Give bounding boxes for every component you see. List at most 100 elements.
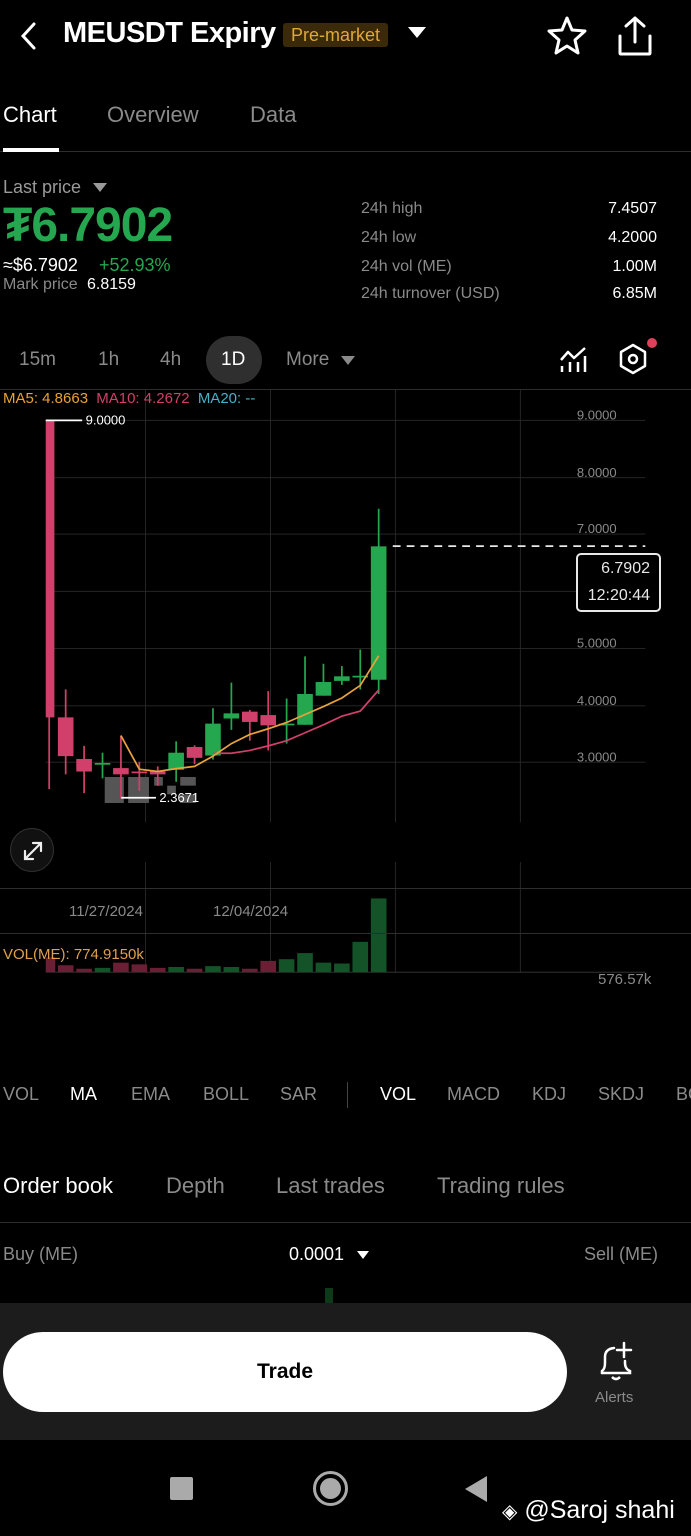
interval-bar: 15m 1h 4h 1D More xyxy=(0,336,691,386)
stat-24h-vol-label: 24h vol (ME) xyxy=(361,258,452,275)
ma20-value: MA20: -- xyxy=(197,390,256,407)
step-caret-icon[interactable] xyxy=(357,1251,369,1259)
stat-24h-vol-value: 1.00M xyxy=(612,258,657,275)
interval-1h[interactable]: 1h xyxy=(98,349,120,370)
volume-bar xyxy=(260,960,277,973)
alerts-label[interactable]: Alerts xyxy=(595,1389,634,1406)
notification-dot xyxy=(647,338,657,348)
volume-bar xyxy=(241,968,258,973)
volume-bar xyxy=(334,963,350,973)
back-icon[interactable] xyxy=(14,18,44,54)
dropdown-caret-icon[interactable] xyxy=(408,27,426,38)
indicator-sub-boll[interactable]: BOLL xyxy=(676,1084,691,1104)
stat-24h-turnover-value: 6.85M xyxy=(612,285,657,302)
orderbook-header: Buy (ME) 0.0001 Sell (ME) xyxy=(0,1240,691,1270)
home-icon[interactable] xyxy=(313,1471,348,1506)
candle-body xyxy=(370,546,387,680)
expand-chart-button[interactable] xyxy=(10,828,54,872)
interval-more[interactable]: More xyxy=(286,349,330,370)
nav-back-icon[interactable] xyxy=(465,1476,487,1502)
date-label: 11/27/2024 xyxy=(69,903,143,920)
volume-bar xyxy=(297,953,313,973)
volume-bar xyxy=(94,967,111,973)
volume-bar xyxy=(352,941,369,973)
indicator-main-vol[interactable]: VOL xyxy=(3,1084,40,1104)
price-change-percent: +52.93% xyxy=(99,255,171,275)
sell-column-label: Sell (ME) xyxy=(583,1244,658,1264)
page-title[interactable]: MEUSDT Expiry xyxy=(63,17,276,49)
share-icon[interactable] xyxy=(614,14,656,58)
candle-body xyxy=(45,420,55,718)
low-marker: 2.3671 xyxy=(121,790,199,805)
tab-trading-rules[interactable]: Trading rules xyxy=(437,1173,565,1198)
candle-body xyxy=(94,762,111,765)
volume-bar xyxy=(186,968,203,973)
volume-bars xyxy=(45,898,387,973)
stat-24h-low-label: 24h low xyxy=(361,229,417,246)
tab-last-trades[interactable]: Last trades xyxy=(276,1173,385,1198)
price-step-select[interactable]: 0.0001 xyxy=(289,1244,345,1264)
svg-text:8.0000: 8.0000 xyxy=(577,465,617,480)
candle-body xyxy=(223,713,240,719)
stat-24h-turnover-label: 24h turnover (USD) xyxy=(361,285,500,302)
indicator-main-sar[interactable]: SAR xyxy=(280,1084,318,1104)
indicator-main-ma[interactable]: MA xyxy=(70,1084,97,1104)
candle-body xyxy=(334,676,350,681)
stat-24h-high-label: 24h high xyxy=(361,200,423,217)
candle-body xyxy=(57,717,74,757)
recent-apps-icon[interactable] xyxy=(170,1477,193,1500)
svg-text:9.0000: 9.0000 xyxy=(577,408,617,423)
pre-market-badge: Pre-market xyxy=(283,23,389,47)
indicator-sub-skdj[interactable]: SKDJ xyxy=(598,1084,645,1104)
indicator-sub-kdj[interactable]: KDJ xyxy=(532,1084,567,1104)
candle-body xyxy=(168,752,184,770)
volume-bar xyxy=(223,966,240,973)
interval-4h[interactable]: 4h xyxy=(160,349,182,370)
interval-15m[interactable]: 15m xyxy=(19,349,56,370)
volume-bar xyxy=(131,964,148,973)
stat-24h-low-value: 4.2000 xyxy=(608,229,657,246)
stat-24h-high-value: 7.4507 xyxy=(608,200,657,217)
mark-price-label: Mark price xyxy=(3,276,78,293)
last-price-label[interactable]: Last price xyxy=(3,177,82,197)
settings-icon[interactable] xyxy=(617,342,649,376)
candle-body xyxy=(131,771,148,774)
tab-data[interactable]: Data xyxy=(250,102,297,127)
date-label: 12/04/2024 xyxy=(213,903,289,920)
svg-text:2.3671: 2.3671 xyxy=(159,790,199,805)
tab-chart[interactable]: Chart xyxy=(3,102,57,127)
tab-depth[interactable]: Depth xyxy=(166,1173,225,1198)
tab-overview[interactable]: Overview xyxy=(107,102,199,127)
tab-order-book[interactable]: Order book xyxy=(3,1173,114,1198)
candle-countdown: 12:20:44 xyxy=(587,587,650,604)
divider xyxy=(0,389,691,390)
last-price-value: ₮6.7902 xyxy=(3,199,173,252)
svg-text:9.0000: 9.0000 xyxy=(86,413,126,428)
volume-bar xyxy=(45,957,56,973)
interval-1d[interactable]: 1D xyxy=(221,349,246,370)
more-caret-icon[interactable] xyxy=(341,356,355,365)
svg-text:5.0000: 5.0000 xyxy=(577,636,617,651)
current-price-tag: 6.7902 12:20:44 xyxy=(576,553,661,612)
indicator-sub-macd[interactable]: MACD xyxy=(447,1084,500,1104)
candle-body xyxy=(241,711,258,722)
volume-bar xyxy=(278,959,295,973)
main-tabs: Chart Overview Data xyxy=(0,95,691,152)
ma10-line xyxy=(212,689,380,755)
indicator-chart-icon[interactable] xyxy=(558,344,588,374)
candle-body xyxy=(278,723,295,726)
indicator-main-boll[interactable]: BOLL xyxy=(203,1084,250,1104)
trade-button[interactable]: Trade xyxy=(3,1332,567,1412)
candle-body xyxy=(186,747,203,758)
volume-bar xyxy=(76,968,92,973)
grid-lines xyxy=(45,390,646,973)
indicator-sub-vol[interactable]: VOL xyxy=(380,1084,417,1104)
indicator-main-ema[interactable]: EMA xyxy=(131,1084,171,1104)
candle-body xyxy=(260,715,277,726)
alert-bell-plus-icon[interactable] xyxy=(594,1341,638,1385)
ma-legend: MA5: 4.8663 MA10: 4.2672 MA20: -- xyxy=(3,390,255,407)
last-price-caret-icon[interactable] xyxy=(93,183,107,192)
star-icon[interactable] xyxy=(545,14,589,58)
volume-bar xyxy=(370,898,387,973)
